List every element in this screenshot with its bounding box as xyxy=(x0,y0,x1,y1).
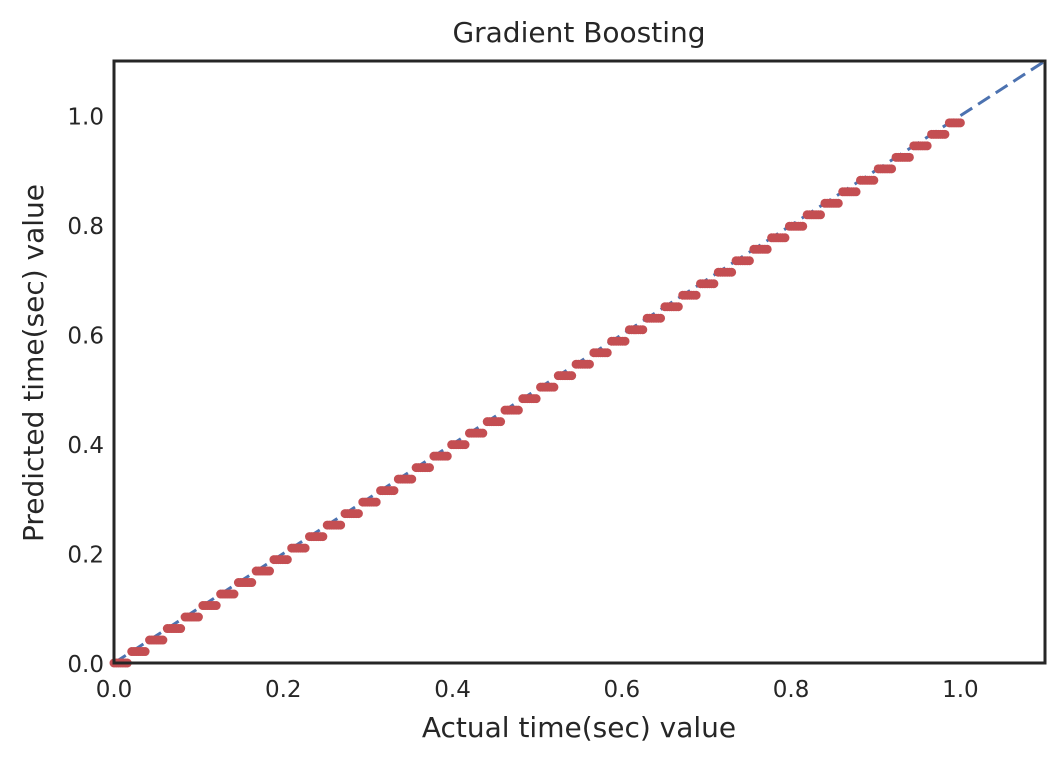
data-point xyxy=(816,210,826,220)
data-point xyxy=(762,244,772,254)
data-point xyxy=(780,233,790,243)
x-axis-label: Actual time(sec) value xyxy=(422,711,736,744)
data-point xyxy=(300,543,310,553)
data-point xyxy=(638,325,648,335)
data-point xyxy=(549,382,559,392)
data-point xyxy=(424,463,434,473)
x-tick-label: 1.0 xyxy=(942,677,979,703)
ticks: 0.0 0.2 0.4 0.6 0.8 1.0 0.0 0.2 0.4 0.6 0.8 1.0 xyxy=(67,105,978,703)
data-point xyxy=(744,256,754,266)
y-tick-label: 0.6 xyxy=(67,324,104,350)
data-point xyxy=(336,520,346,530)
y-tick-label: 0.0 xyxy=(67,652,104,678)
data-point xyxy=(353,509,363,519)
data-point xyxy=(229,589,239,599)
data-point xyxy=(513,405,523,415)
y-tick-label: 0.8 xyxy=(67,214,104,240)
data-point xyxy=(442,451,452,461)
data-point xyxy=(265,566,275,576)
data-point xyxy=(478,428,488,438)
y-tick-label: 0.4 xyxy=(67,433,104,459)
data-point xyxy=(656,313,666,323)
data-point xyxy=(282,555,292,565)
data-point xyxy=(620,336,630,346)
x-tick-label: 0.8 xyxy=(773,677,810,703)
data-point xyxy=(709,279,719,289)
data-point xyxy=(673,302,683,312)
y-axis-label: Predicted time(sec) value xyxy=(17,184,50,542)
data-point xyxy=(496,417,506,427)
data-point xyxy=(887,164,897,174)
data-point xyxy=(602,348,612,358)
x-tick-label: 0.6 xyxy=(604,677,641,703)
data-point xyxy=(922,141,932,151)
y-tick-label: 0.2 xyxy=(67,543,104,569)
data-point xyxy=(567,371,577,381)
data-point xyxy=(176,624,186,634)
data-point xyxy=(691,290,701,300)
y-tick-label: 1.0 xyxy=(67,105,104,131)
data-point xyxy=(318,532,328,542)
data-point xyxy=(389,486,399,496)
x-tick-label: 0.2 xyxy=(265,677,302,703)
plot-frame xyxy=(112,59,1047,665)
data-point xyxy=(247,578,257,588)
data-point xyxy=(904,152,914,162)
data-point xyxy=(158,635,168,645)
data-point xyxy=(371,497,381,507)
data-point xyxy=(955,118,965,128)
data-point xyxy=(798,221,808,231)
data-point xyxy=(407,474,417,484)
data-point xyxy=(940,129,950,139)
data-point xyxy=(531,394,541,404)
data-point xyxy=(727,267,737,277)
data-point xyxy=(833,198,843,208)
data-point xyxy=(851,187,861,197)
data-point xyxy=(460,440,470,450)
data-point xyxy=(140,647,150,657)
data-points xyxy=(109,118,965,668)
data-point xyxy=(193,612,203,622)
x-tick-label: 0.4 xyxy=(434,677,471,703)
x-tick-label: 0.0 xyxy=(96,677,133,703)
chart-title: Gradient Boosting xyxy=(452,16,705,49)
data-point xyxy=(584,359,594,369)
data-point xyxy=(211,601,221,611)
data-point xyxy=(869,175,879,185)
